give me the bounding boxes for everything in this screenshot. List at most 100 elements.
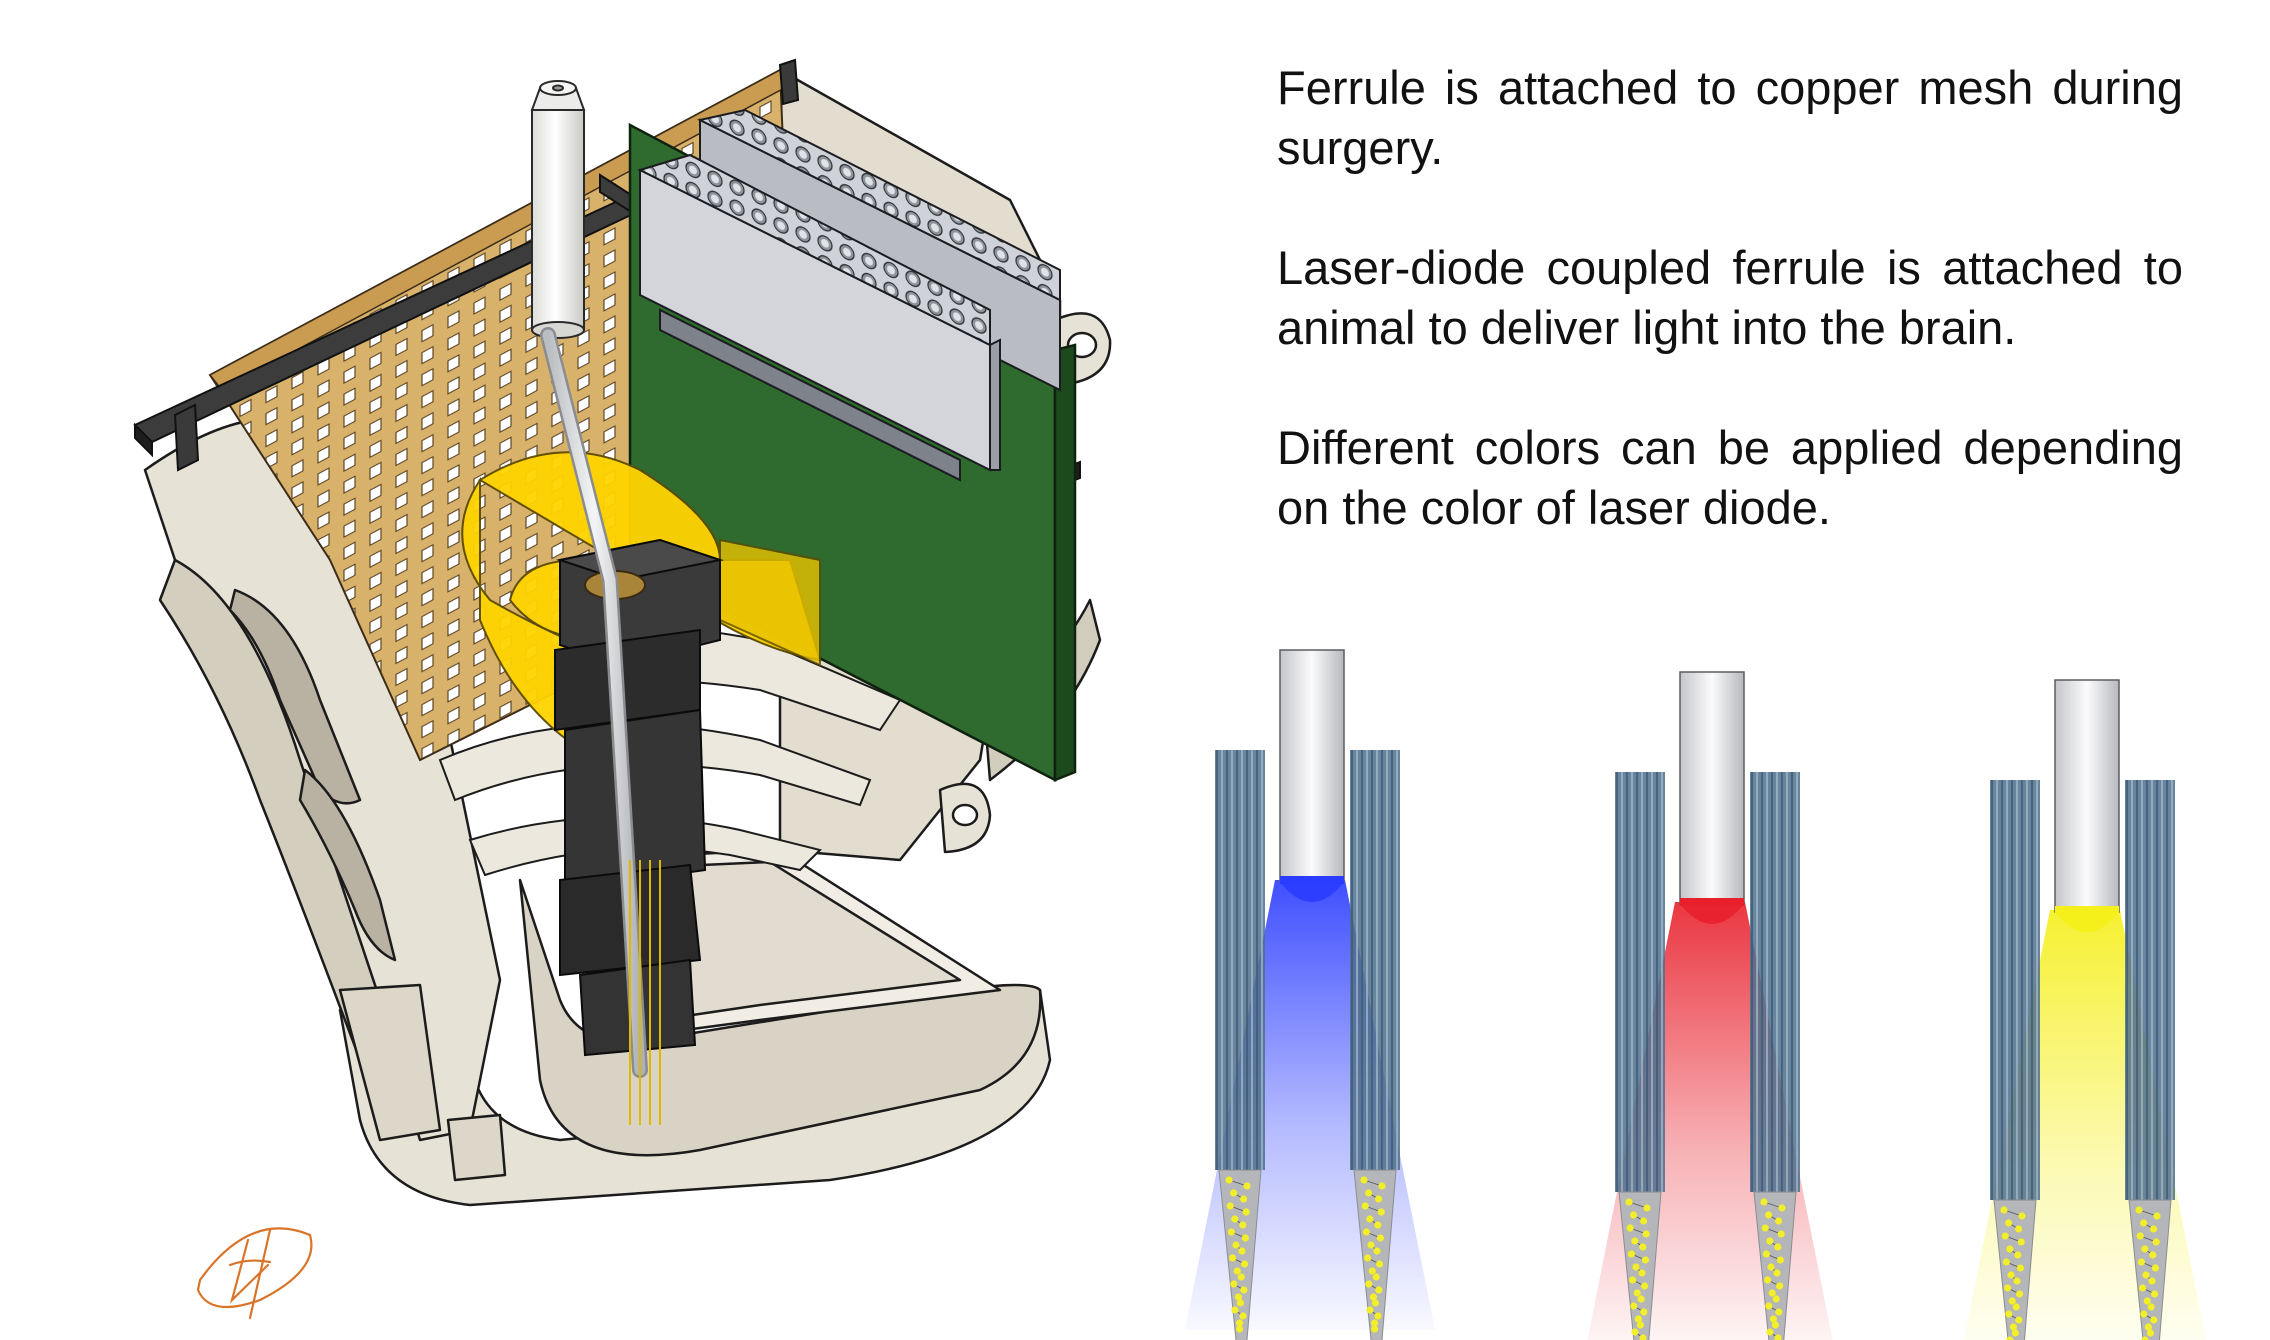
electrode-site <box>1369 1293 1377 1301</box>
electrode-site <box>1371 1299 1379 1307</box>
electrode-site <box>1776 1256 1784 1264</box>
shank-wires <box>629 860 661 1125</box>
electrode-site <box>1232 1241 1240 1249</box>
electrode-site <box>1776 1282 1784 1290</box>
electrode-site <box>1368 1267 1376 1275</box>
electrode-site <box>2011 1329 2019 1337</box>
electrode-site <box>1230 1189 1238 1197</box>
electrode-site <box>1239 1312 1247 1320</box>
electrode-site <box>1772 1295 1780 1303</box>
electrode-site <box>2016 1264 2024 1272</box>
electrode-site <box>1375 1195 1383 1203</box>
electrode-site <box>2000 1206 2008 1214</box>
probe-panel-yellow <box>1964 679 2206 1340</box>
optical-fiber-red <box>1679 671 1745 924</box>
electrode-site <box>1774 1243 1782 1251</box>
electrode-site <box>1625 1198 1633 1206</box>
electrode-site <box>1634 1315 1642 1323</box>
electrode-site <box>1231 1306 1239 1314</box>
probe-illustrations <box>1185 649 2206 1340</box>
electrode-site <box>2149 1251 2157 1259</box>
electrode-site <box>1760 1198 1768 1206</box>
ferrule <box>530 80 586 339</box>
fiber-bundle <box>1990 780 2040 1340</box>
annotation-panel: Ferrule is attached to copper mesh durin… <box>1277 58 2183 598</box>
electrode-site <box>1237 1273 1245 1281</box>
electrode-site <box>2013 1277 2021 1285</box>
electrode-site <box>2006 1245 2014 1253</box>
electrode-site <box>1241 1234 1249 1242</box>
electrode-site <box>1768 1289 1776 1297</box>
electrode-site <box>2015 1316 2023 1324</box>
electrode-site <box>1643 1204 1651 1212</box>
electrode-site <box>1362 1228 1370 1236</box>
electrode-site <box>1239 1221 1247 1229</box>
electrode-site <box>1774 1334 1782 1340</box>
signature-logo <box>196 1227 313 1320</box>
electrode-site <box>2001 1232 2009 1240</box>
electrode-site <box>2144 1323 2152 1331</box>
electrode-site <box>1642 1230 1650 1238</box>
electrode-site <box>2141 1245 2149 1253</box>
electrode-site <box>1630 1211 1638 1219</box>
electrode-site <box>1229 1254 1237 1262</box>
electrode-site <box>2141 1336 2149 1340</box>
electrode-site <box>1241 1260 1249 1268</box>
electrode-site <box>1778 1204 1786 1212</box>
electrode-site <box>1233 1267 1241 1275</box>
electrode-site <box>2150 1316 2158 1324</box>
electrode-site <box>2008 1297 2016 1305</box>
electrode-site <box>1631 1328 1639 1336</box>
electrode-site <box>2142 1271 2150 1279</box>
electrode-site <box>2137 1258 2145 1266</box>
electrode-site <box>2152 1238 2160 1246</box>
fiber-bundle <box>2125 780 2175 1340</box>
annotation-ferrule-attached: Ferrule is attached to copper mesh durin… <box>1277 61 2183 174</box>
electrode-site <box>2009 1323 2017 1331</box>
electrode-site <box>2148 1277 2156 1285</box>
electrode-site <box>1366 1215 1374 1223</box>
electrode-site <box>1374 1221 1382 1229</box>
electrode-site <box>1243 1182 1251 1190</box>
electrode-site <box>1230 1280 1238 1288</box>
fiber-bundle <box>1750 772 1800 1340</box>
electrode-site <box>2151 1264 2159 1272</box>
electrode-site <box>1227 1228 1235 1236</box>
electrode-site <box>1627 1250 1635 1258</box>
probe-panel-red <box>1587 671 1833 1340</box>
electrode-site <box>1771 1321 1779 1329</box>
electrode-site <box>1638 1269 1646 1277</box>
electrode-site <box>2005 1219 2013 1227</box>
electrode-site <box>1376 1260 1384 1268</box>
electrode-site <box>2018 1212 2026 1220</box>
electrode-site <box>2150 1225 2158 1233</box>
electrode-site <box>2147 1303 2155 1311</box>
annotation-laser-diode: Laser-diode coupled ferrule is attached … <box>1277 241 2183 354</box>
electrode-site <box>1762 1250 1770 1258</box>
electrode-site <box>1226 1202 1234 1210</box>
electrode-site <box>1373 1247 1381 1255</box>
electrode-site <box>1234 1293 1242 1301</box>
electrode-site <box>1773 1269 1781 1277</box>
electrode-site <box>1764 1276 1772 1284</box>
electrode-site <box>2146 1329 2154 1337</box>
electrode-site <box>2016 1290 2024 1298</box>
electrode-site <box>2006 1336 2014 1340</box>
electrode-site <box>1765 1211 1773 1219</box>
electrode-site <box>1777 1230 1785 1238</box>
electrode-site <box>1231 1215 1239 1223</box>
electrode-site <box>1639 1243 1647 1251</box>
optical-fiber-blue <box>1279 649 1345 902</box>
electrode-site <box>1375 1286 1383 1294</box>
electrode-site <box>1236 1299 1244 1307</box>
electrode-site <box>2143 1297 2151 1305</box>
electrode-site <box>2004 1284 2012 1292</box>
electrode-site <box>1374 1312 1382 1320</box>
electrode-site <box>1225 1176 1233 1184</box>
electrode-site <box>1236 1325 1244 1333</box>
omnetics-connector <box>637 108 1061 482</box>
electrode-site <box>1242 1208 1250 1216</box>
electrode-site <box>2012 1303 2020 1311</box>
electrode-site <box>2017 1238 2025 1246</box>
electrode-site <box>1361 1202 1369 1210</box>
